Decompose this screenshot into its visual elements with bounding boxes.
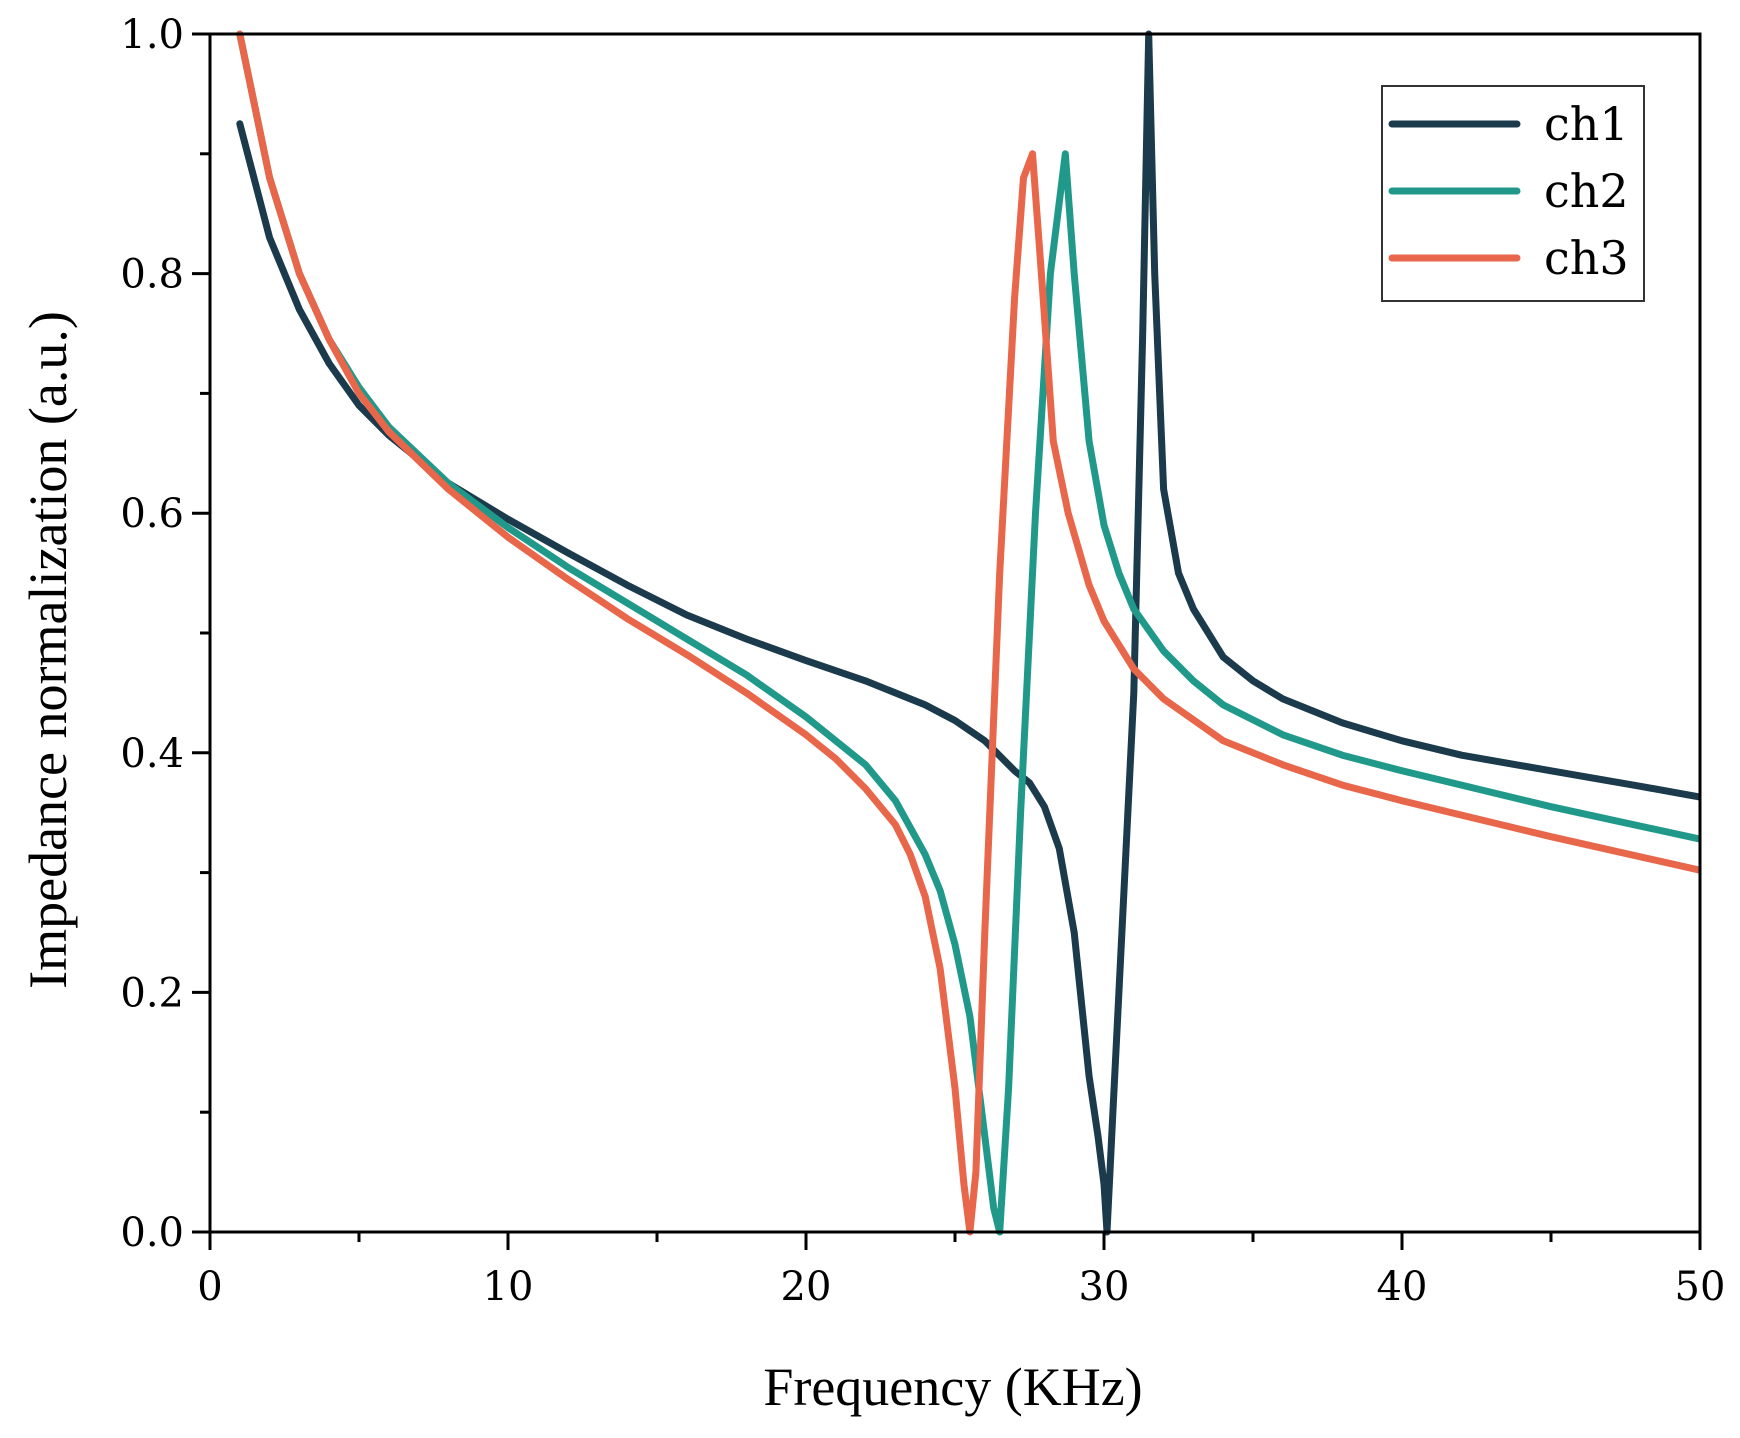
y-tick-label: 0.6: [120, 491, 184, 537]
plot-area: [236, 30, 1700, 1236]
legend-label-ch3: ch3: [1544, 231, 1629, 285]
x-tick-label: 0: [197, 1264, 222, 1310]
y-axis-title: Impedance normalization (a.u.): [18, 311, 78, 989]
x-tick-label: 10: [483, 1264, 534, 1310]
legend-label-ch1: ch1: [1544, 97, 1629, 151]
y-tick-label: 0.2: [120, 970, 184, 1016]
y-tick-label: 1.0: [120, 12, 184, 58]
x-tick-label: 20: [781, 1264, 832, 1310]
y-tick-label: 0.4: [120, 731, 184, 777]
series-group: [236, 30, 1700, 1236]
x-tick-label: 30: [1079, 1264, 1130, 1310]
y-tick-label: 0.0: [120, 1210, 184, 1256]
legend-label-ch2: ch2: [1544, 164, 1629, 218]
axes: 0 10 20 30 40 50 0.0 0.2 0.4 0.6 0.8 1.0: [120, 12, 1725, 1310]
series-line-ch3: [236, 30, 1700, 1236]
x-axis-title: Frequency (KHz): [763, 1357, 1142, 1417]
legend: ch1 ch2 ch3: [1381, 85, 1645, 302]
x-tick-label: 50: [1675, 1264, 1726, 1310]
series-line-ch2: [236, 30, 1700, 1236]
x-tick-label: 40: [1377, 1264, 1428, 1310]
series-line-ch1: [236, 30, 1700, 1236]
y-tick-label: 0.8: [120, 252, 184, 298]
